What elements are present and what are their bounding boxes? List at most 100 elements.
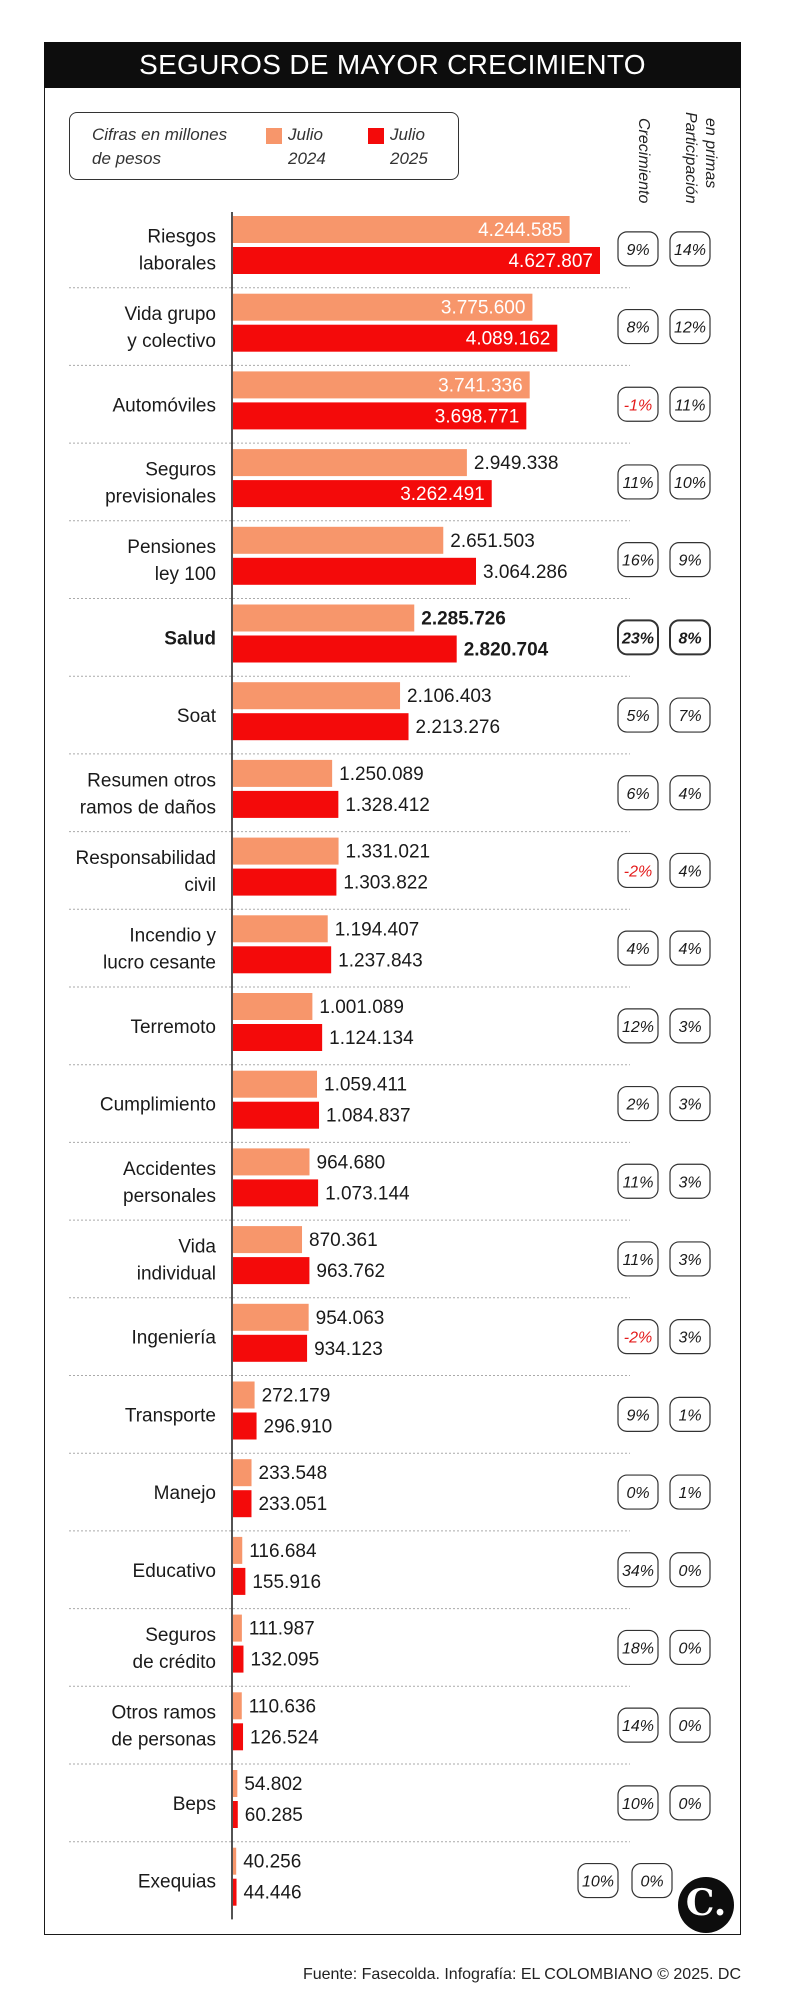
growth-label: 10% <box>622 1796 654 1813</box>
value-label-2025: 2.820.704 <box>464 640 549 661</box>
bar-2025 <box>233 1645 244 1673</box>
share-badge <box>669 852 711 889</box>
bar-2025 <box>233 557 477 585</box>
growth-label: -1% <box>624 397 652 414</box>
growth-badge <box>617 1785 659 1821</box>
share-label: 0% <box>678 1640 701 1657</box>
bar-2024 <box>233 1536 243 1564</box>
bar-2024 <box>233 682 401 710</box>
category-label: Beps <box>173 1794 216 1815</box>
category-label: previsionales <box>105 486 216 507</box>
value-label-2025: 3.698.771 <box>435 406 520 427</box>
growth-badge <box>577 1862 619 1899</box>
bar-2025 <box>233 1257 310 1285</box>
growth-badge <box>617 1552 659 1588</box>
growth-label: 18% <box>622 1640 654 1657</box>
share-badge <box>669 308 711 345</box>
share-label: 0% <box>678 1796 701 1813</box>
bar-2025 <box>233 1490 252 1518</box>
category-label: ley 100 <box>155 564 216 585</box>
growth-label: 12% <box>622 1019 654 1036</box>
share-label: 7% <box>678 708 701 725</box>
value-label-2025: 1.237.843 <box>338 950 423 971</box>
category-label: Manejo <box>154 1483 216 1504</box>
bar-2024 <box>233 1303 309 1331</box>
bar-2025 <box>233 1801 238 1828</box>
share-label: 12% <box>674 320 706 337</box>
value-label-2024: 2.949.338 <box>474 453 559 474</box>
growth-label: 34% <box>622 1563 654 1580</box>
legend-label-2025: Julio 2025 <box>390 125 428 168</box>
share-badge <box>669 542 711 578</box>
bar-2025 <box>233 1334 308 1362</box>
value-label-2024: 233.548 <box>259 1463 328 1484</box>
value-label-2025: 4.627.807 <box>508 251 593 272</box>
share-label: 0% <box>678 1718 701 1735</box>
value-label-2025: 60.285 <box>245 1805 303 1826</box>
category-label: ramos de daños <box>80 797 216 818</box>
value-label-2025: 1.328.412 <box>345 795 430 816</box>
bar-2024 <box>233 216 570 243</box>
share-badge <box>669 1319 711 1355</box>
value-label-2025: 296.910 <box>264 1417 333 1438</box>
share-label: 4% <box>678 941 701 958</box>
bar-2024 <box>233 1226 303 1254</box>
category-label: Exequias <box>138 1872 216 1893</box>
value-label-2025: 44.446 <box>244 1883 302 1904</box>
category-label: personales <box>123 1186 216 1207</box>
category-label: Responsabilidad <box>76 848 217 869</box>
bar-2025 <box>233 868 337 896</box>
bar-2025 <box>233 790 339 818</box>
value-label-2025: 1.303.822 <box>343 873 428 894</box>
growth-badge <box>617 930 659 966</box>
growth-label: 8% <box>626 320 649 337</box>
share-badge <box>669 1785 711 1821</box>
bar-2024 <box>233 293 533 321</box>
value-label-2024: 2.285.726 <box>421 609 506 630</box>
growth-label: 16% <box>622 553 654 570</box>
category-label: Accidentes <box>123 1159 216 1180</box>
value-label-2024: 1.331.021 <box>346 842 431 863</box>
category-label: Automóviles <box>113 395 217 416</box>
growth-label: 11% <box>623 475 654 492</box>
value-label-2025: 3.064.286 <box>483 562 568 583</box>
bar-2025 <box>233 1101 320 1129</box>
legend-note: Cifras en millones de pesos <box>92 125 228 168</box>
growth-badge <box>617 1707 659 1743</box>
value-label-2024: 870.361 <box>309 1230 378 1251</box>
growth-badge <box>617 1085 659 1122</box>
category-label: Terremoto <box>130 1017 216 1038</box>
share-label: 3% <box>678 1019 701 1036</box>
growth-badge <box>617 1474 659 1510</box>
bar-2025 <box>233 946 332 974</box>
category-label: Ingeniería <box>131 1328 216 1349</box>
share-badge <box>669 231 711 267</box>
category-label: Pensiones <box>127 537 216 558</box>
share-badge <box>669 1085 711 1122</box>
bar-2025 <box>233 1179 319 1207</box>
value-label-2025: 1.084.837 <box>326 1106 411 1127</box>
growth-badge <box>617 464 659 500</box>
growth-badge <box>617 1008 659 1044</box>
value-label-2025: 1.073.144 <box>325 1183 410 1204</box>
bar-2024 <box>233 371 530 399</box>
share-badge <box>669 1396 711 1432</box>
bar-2025 <box>233 480 492 508</box>
share-badge <box>669 930 711 966</box>
bar-2025 <box>233 247 600 274</box>
bar-2024 <box>233 1770 238 1797</box>
value-label-2025: 233.051 <box>258 1494 327 1515</box>
source-credit: Fuente: Fasecolda. Infografía: EL COLOMB… <box>302 1966 741 1983</box>
category-label: Vida grupo <box>124 304 216 325</box>
bar-2025 <box>233 1412 257 1440</box>
share-badge <box>669 1241 711 1277</box>
share-label: 9% <box>678 553 701 570</box>
bar-2025 <box>233 324 558 352</box>
bar-2024 <box>233 449 467 477</box>
growth-badge <box>617 231 659 267</box>
category-label: Otros ramos <box>111 1703 216 1724</box>
growth-badge <box>617 852 659 889</box>
bar-2024 <box>233 1381 255 1409</box>
value-label-2024: 3.775.600 <box>441 298 526 319</box>
